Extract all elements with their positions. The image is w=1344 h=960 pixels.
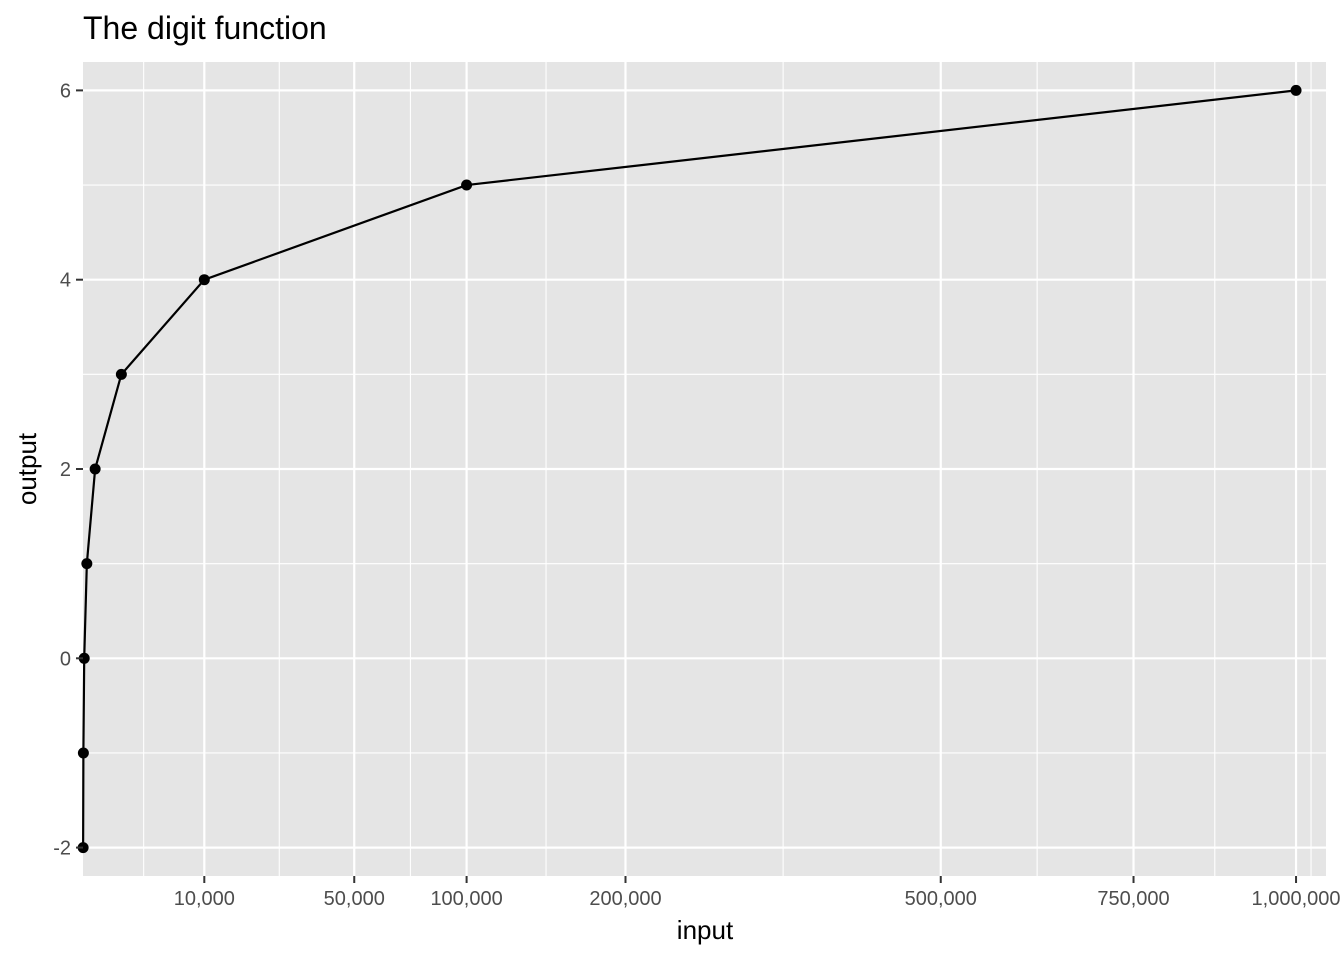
data-point	[77, 842, 89, 854]
data-point	[198, 274, 210, 286]
x-tick-label: 100,000	[430, 888, 502, 910]
y-tick-label: 0	[60, 648, 71, 670]
y-tick-label: 4	[60, 270, 71, 292]
x-axis: 10,000 50,000 100,000 200,000 500,000 750,000…	[174, 876, 1341, 910]
data-point	[115, 368, 127, 380]
x-tick-label: 1,000,000	[1252, 888, 1341, 910]
data-point	[78, 652, 90, 664]
series	[77, 84, 1302, 854]
major-gridlines	[83, 62, 1326, 876]
x-tick-label: 200,000	[589, 888, 661, 910]
x-tick-label: 750,000	[1097, 888, 1169, 910]
x-tick-label: 10,000	[174, 888, 235, 910]
data-point	[81, 558, 93, 570]
y-axis-title: output	[12, 432, 42, 505]
y-tick-label: -2	[53, 838, 71, 860]
data-point	[1290, 84, 1302, 96]
chart-title: The digit function	[83, 10, 327, 46]
y-tick-label: 6	[60, 80, 71, 102]
y-tick-label: 2	[60, 459, 71, 481]
x-tick-label: 50,000	[324, 888, 385, 910]
data-point	[461, 179, 473, 191]
x-tick-label: 500,000	[905, 888, 977, 910]
x-axis-title: input	[677, 915, 734, 945]
data-point	[77, 747, 89, 759]
data-point	[89, 463, 101, 475]
y-axis: -2 0 2 4 6	[53, 80, 83, 860]
